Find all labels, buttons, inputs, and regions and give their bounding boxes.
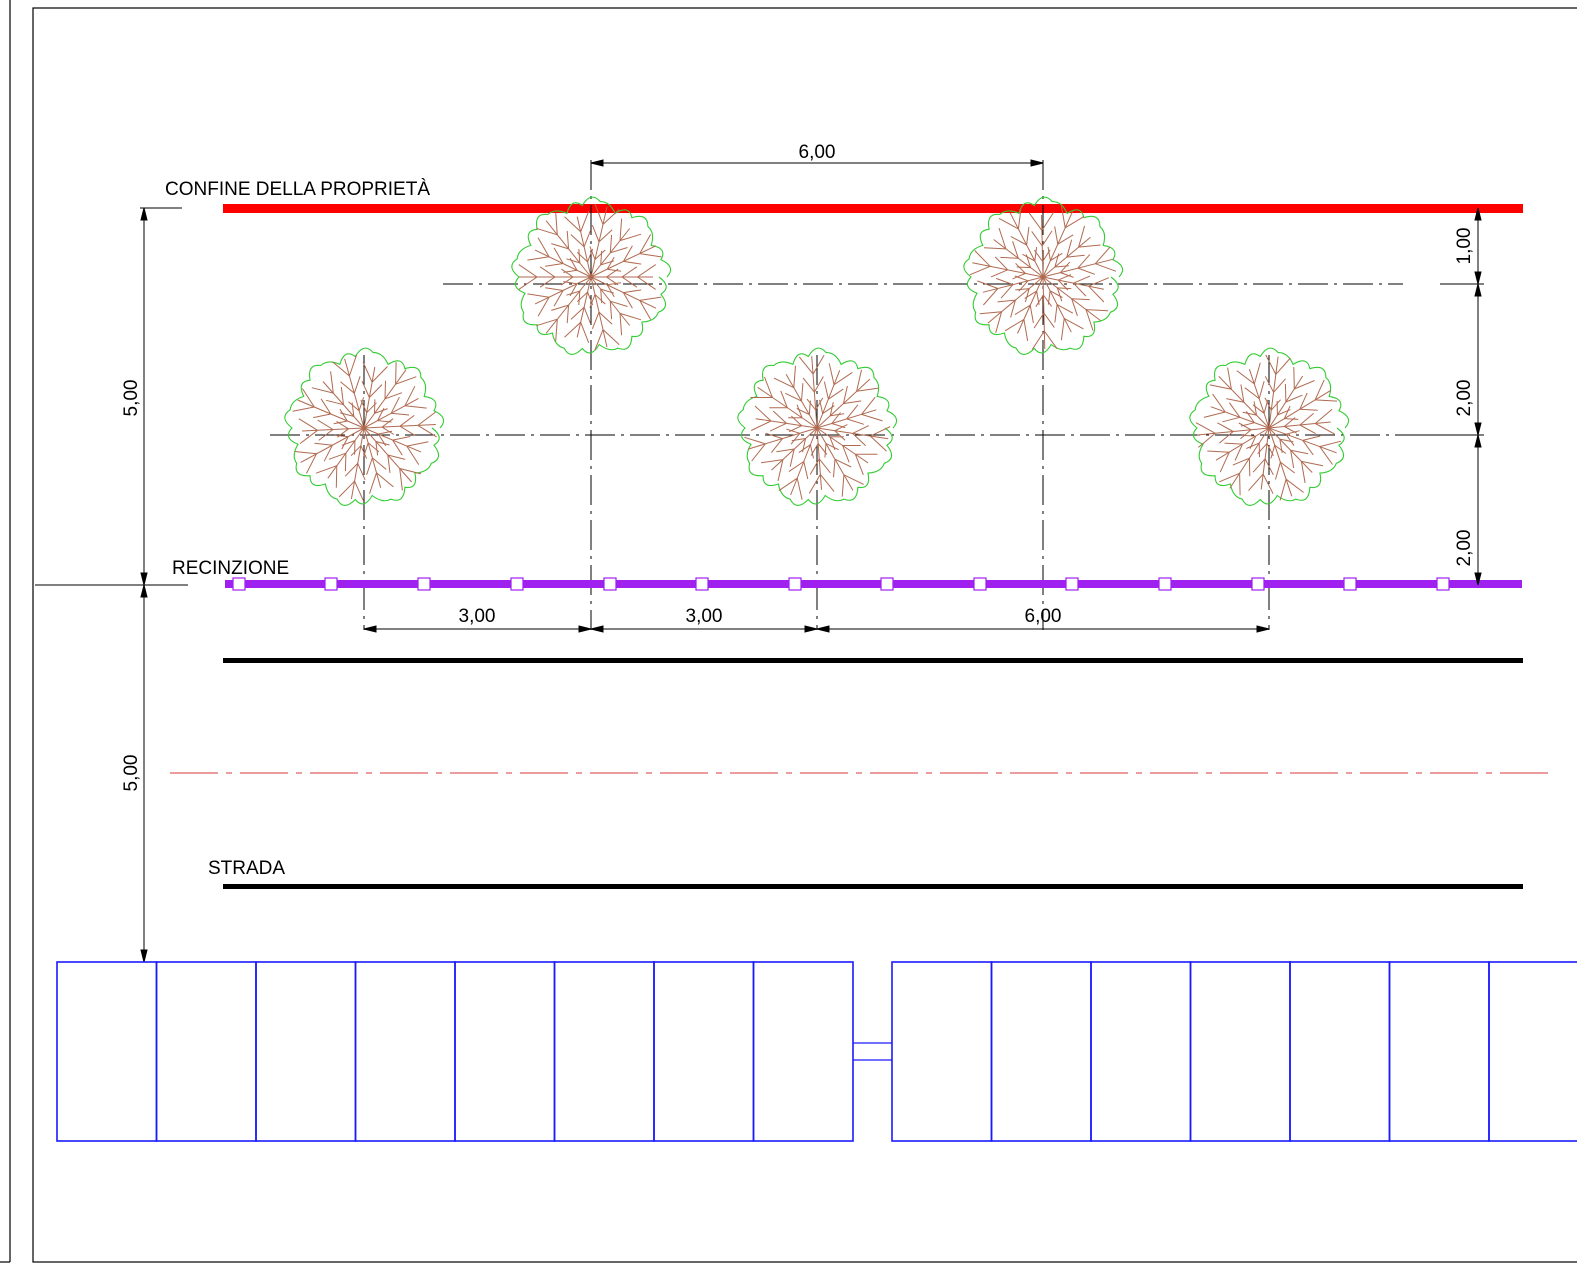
fence-post [1065,577,1079,591]
tree-branches [518,203,662,351]
dimension-right-b-value: 2,00 [1454,380,1475,417]
dimension-left-lower-value: 5,00 [121,755,142,792]
fence-post [510,577,524,591]
drawing-frame [32,7,1577,1263]
tree-3 [284,347,445,506]
solar-panel [255,961,357,1142]
fence-post [232,577,246,591]
road-label: STRADA [208,858,285,879]
road-edge-top [223,658,1523,663]
tree-crown [737,347,898,506]
tree-2 [963,196,1124,355]
dimension-right-a-value: 1,00 [1454,228,1475,265]
fence-post [324,577,338,591]
fence-post [788,577,802,591]
tree-crown [1189,347,1350,506]
solar-panel [752,961,854,1142]
dimension-bottom-a-value: 3,00 [459,606,496,627]
dimension-bottom-c-value: 6,00 [1025,606,1062,627]
solar-panel [553,961,655,1142]
tree-branches [1195,354,1342,501]
solar-panel [56,961,158,1142]
solar-panel [1189,961,1291,1142]
tree-branches [744,354,891,500]
solar-panel [891,961,993,1142]
tree-crown [963,196,1124,355]
fence-post [1436,577,1450,591]
dimension-left [35,207,188,963]
solar-panel [1289,961,1391,1142]
fence-post [603,577,617,591]
solar-panel [354,961,456,1142]
tree-branches [969,206,1117,350]
dimension-bottom [363,625,1270,633]
tree-crown [284,347,445,506]
tree-1 [511,196,672,355]
dimension-top-value: 6,00 [799,142,836,163]
dimension-left-upper-value: 5,00 [121,380,142,417]
fence-post [1158,577,1172,591]
solar-panels [56,961,1577,1142]
solar-panel [454,961,556,1142]
dimension-bottom-b-value: 3,00 [686,606,723,627]
fence-posts [232,577,1450,591]
fence-post [1343,577,1357,591]
dimension-right-c-value: 2,00 [1454,530,1475,567]
solar-panel [653,961,755,1142]
dimension-top [590,159,1044,167]
solar-panel [1488,961,1577,1142]
solar-panel [1388,961,1490,1142]
tree-branches [292,355,437,502]
road-edge-bottom [223,884,1523,889]
panel-connector [853,1042,892,1061]
fence-post [973,577,987,591]
tree-4 [737,347,898,506]
tree-5 [1189,347,1350,506]
tree-vertical-axes [363,160,1270,630]
fence-post [880,577,894,591]
fence-post [1251,577,1265,591]
fence [225,577,1522,591]
trees-layer [284,196,1350,506]
fence-post [695,577,709,591]
solar-panel [1090,961,1192,1142]
solar-panel [990,961,1092,1142]
solar-panel [155,961,257,1142]
fence-post [417,577,431,591]
fence-label: RECINZIONE [172,558,289,579]
property-line-label: CONFINE DELLA PROPRIETÀ [165,179,430,200]
dimension-right [1420,207,1484,586]
property-line [223,204,1523,213]
